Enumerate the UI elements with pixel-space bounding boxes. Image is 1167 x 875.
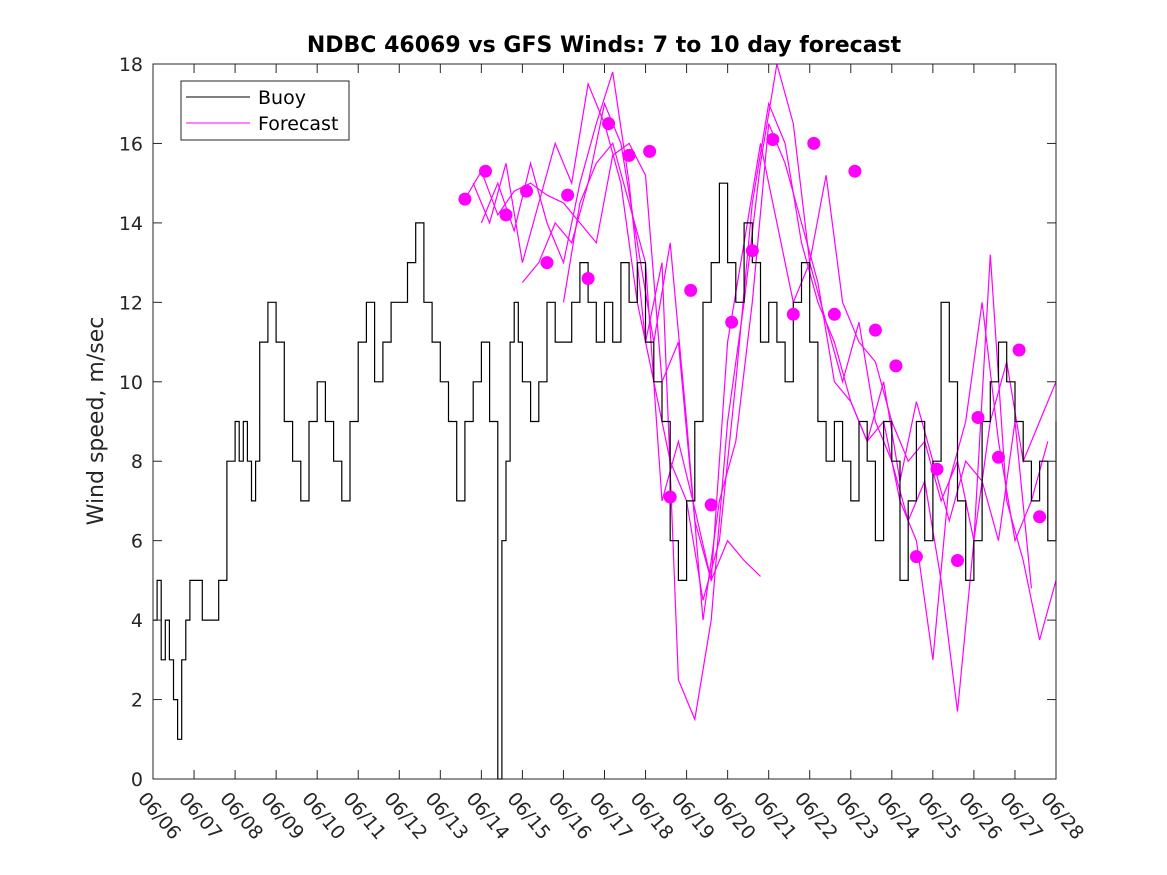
forecast-marker — [786, 307, 800, 321]
forecast-marker — [540, 256, 554, 270]
y-tick-label: 10 — [119, 372, 143, 394]
legend-label-buoy: Buoy — [258, 87, 306, 109]
y-tick-label: 2 — [131, 690, 143, 712]
forecast-marker — [951, 554, 964, 567]
forecast-marker — [992, 450, 1005, 464]
forecast-marker — [479, 164, 492, 178]
chart-title: NDBC 46069 vs GFS Winds: 7 to 10 day for… — [307, 33, 902, 58]
forecast-marker — [499, 208, 513, 222]
legend-box — [180, 80, 350, 141]
forecast-marker — [745, 244, 759, 258]
forecast-marker — [663, 490, 677, 504]
y-tick-label: 12 — [119, 292, 143, 314]
forecast-marker — [848, 164, 862, 178]
forecast-marker — [868, 323, 882, 337]
forecast-marker — [622, 148, 636, 162]
series-layer — [153, 63, 1057, 780]
forecast-marker — [930, 462, 944, 476]
y-tick-label: 18 — [119, 54, 143, 76]
forecast-marker — [561, 188, 575, 202]
forecast-marker — [684, 283, 698, 297]
y-tick-label: 0 — [131, 769, 143, 791]
y-tick-label: 4 — [131, 610, 143, 632]
y-tick-label: 8 — [131, 451, 143, 473]
forecast-line — [480, 63, 1057, 722]
forecast-line — [562, 142, 761, 583]
forecast-marker — [1012, 343, 1026, 357]
buoy-line — [153, 182, 1057, 780]
markers-layer — [458, 117, 1047, 567]
y-axis-label: Wind speed, m/sec — [84, 317, 109, 526]
forecast-marker — [1033, 510, 1047, 524]
forecast-marker — [602, 117, 616, 131]
forecast-marker — [458, 192, 472, 206]
forecast-marker — [909, 550, 923, 564]
forecast-marker — [643, 144, 657, 158]
forecast-marker — [807, 136, 821, 150]
forecast-marker — [704, 498, 718, 512]
forecast-marker — [889, 359, 903, 373]
forecast-line — [472, 81, 1049, 660]
forecast-marker — [581, 272, 595, 285]
legend: Buoy Forecast — [180, 80, 350, 141]
plot-area — [153, 64, 1056, 779]
y-tick-label: 14 — [119, 213, 143, 235]
y-tick-label: 16 — [119, 133, 143, 155]
forecast-marker — [827, 307, 841, 321]
legend-label-forecast: Forecast — [258, 113, 338, 135]
forecast-marker — [520, 184, 533, 198]
forecast-marker — [725, 315, 739, 329]
forecast-marker — [971, 411, 985, 424]
forecast-marker — [766, 133, 780, 146]
y-tick-label: 6 — [131, 531, 143, 553]
